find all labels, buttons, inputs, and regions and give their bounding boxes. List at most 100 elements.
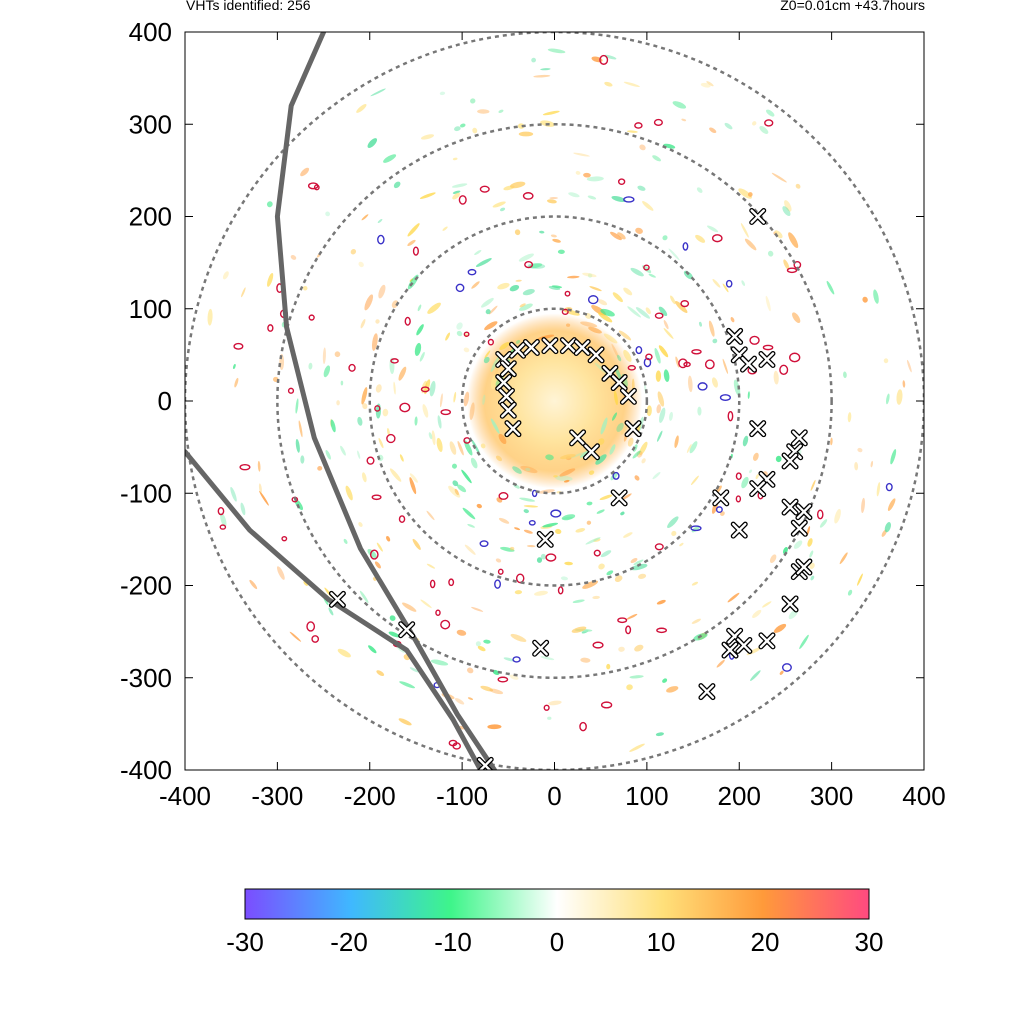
field-streak [357,450,361,459]
field-streak [623,287,633,296]
field-streak [464,544,476,555]
contour-loop [348,363,356,372]
vht-marker [495,374,513,392]
contour-loop [487,338,494,346]
field-streak [451,463,457,469]
field-streak [442,226,448,231]
field-streak [656,404,662,414]
field-streak [514,229,521,236]
x-tick-label: 300 [810,781,853,811]
field-streak [681,118,687,122]
field-streak [759,126,769,134]
vht-marker [476,756,494,770]
contour-loop [463,331,470,337]
field-streak [539,230,545,234]
contour-loop [593,549,601,557]
field-streak [552,238,561,243]
vht-marker [726,327,744,345]
field-streak [414,342,422,356]
field-streak [674,435,679,449]
field-streak [389,615,396,621]
field-streak [658,306,668,317]
contour-loop [719,394,731,402]
contour-loop [267,324,274,332]
field-streak [695,234,706,243]
field-streak [382,408,389,417]
field-streak [429,380,436,397]
field-streak [634,644,644,652]
contour-loop [762,344,774,351]
vht-marker [712,489,730,507]
field-streak [690,475,699,485]
field-streak [655,370,662,382]
field-streak [399,454,404,462]
field-streak [686,443,692,453]
field-streak [267,272,274,287]
field-streak [573,152,590,157]
field-streak [810,479,816,491]
field-streak [667,516,679,528]
field-streak [672,101,687,109]
colorbar [244,888,870,920]
field-streak [290,255,297,260]
field-streak [420,134,435,140]
field-streak [663,319,669,330]
field-streak [638,573,647,579]
field-streak [670,295,676,305]
field-streak [376,542,383,552]
contour-loop [678,358,688,369]
field-streak [525,467,531,472]
field-streak [656,430,663,442]
field-streak [325,211,331,217]
field-streak [712,338,718,344]
x-axis-labels: -400 -300 -200 -100 0 100 200 300 400 [159,781,946,811]
field-streak [407,223,420,237]
y-tick-label: 300 [129,109,172,139]
field-streak [522,289,535,296]
field-streak [708,320,715,337]
field-streak [416,324,424,336]
field-streak [630,563,648,571]
field-streak [454,126,461,132]
field-streak [389,468,402,482]
field-streak [782,206,791,216]
field-streak [358,522,363,527]
field-streak [345,485,353,501]
field-streak [765,295,771,312]
field-streak [308,362,313,370]
field-streak [630,558,638,564]
field-streak [328,607,334,616]
contour-loop [561,308,569,315]
contour-loop [612,471,620,480]
contour-loop [308,314,315,321]
field-streak [540,68,551,71]
contour-loop [653,118,663,127]
field-streak [412,538,421,550]
field-streak [461,469,472,484]
field-streak [564,561,573,566]
contour-loop [497,676,509,683]
field-streak [533,74,551,78]
field-streak [388,631,400,638]
run-info-label: Z0=0.01cm +43.7hours [780,0,925,13]
field-streak [523,505,539,508]
field-streak [566,323,571,327]
field-streak [451,183,468,188]
field-streak [902,380,906,388]
contour-loop [557,586,564,595]
contour-loop [781,663,792,672]
field-streak [609,444,616,455]
contour-loop [587,295,599,305]
contour-loop [643,357,652,368]
contour-loop [233,342,244,350]
field-streak [618,330,632,341]
field-streak [257,460,261,472]
field-streak [614,575,623,582]
contour-loop [398,515,406,523]
y-tick-label: -200 [120,571,172,601]
field-streak [439,393,443,408]
contour-loop [524,260,534,269]
field-streak [592,595,600,600]
contour-loop [440,409,452,416]
field-streak [617,354,622,362]
